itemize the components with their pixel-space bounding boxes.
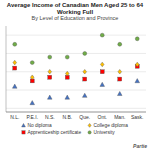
- point: [48, 75, 52, 79]
- chart: Average Income of Canadian Men Aged 25 t…: [0, 0, 150, 150]
- legend-marker: [22, 124, 26, 127]
- title-line: Average Income of Canadian Men Aged 25 t…: [7, 2, 144, 8]
- point: [12, 84, 17, 88]
- x-tick-label: Sask.: [131, 114, 144, 120]
- point: [13, 66, 17, 70]
- annotation: Partie: [133, 143, 147, 149]
- series: [13, 60, 139, 79]
- legend-marker: [88, 131, 91, 134]
- grid-line: [6, 90, 146, 91]
- point: [13, 42, 17, 46]
- point: [118, 42, 122, 46]
- subtitle-line: By Level of Education and Province: [32, 15, 119, 21]
- point: [48, 69, 52, 74]
- x-tick-label: N.L.: [10, 114, 19, 120]
- title: Average Income of Canadian Men Aged 25 t…: [7, 2, 144, 15]
- title-line: Working Full: [57, 9, 94, 15]
- legend-marker: [22, 131, 25, 134]
- point: [65, 55, 69, 59]
- x-tick-label: P.E.I.: [26, 114, 38, 120]
- y-axis-line: [6, 26, 7, 112]
- point: [83, 69, 87, 74]
- point: [30, 75, 34, 80]
- legend-label: Apprenticeship certificate: [28, 130, 82, 135]
- point: [48, 55, 52, 59]
- point: [65, 95, 70, 99]
- point: [47, 95, 52, 99]
- point: [100, 70, 104, 74]
- series: [13, 33, 139, 64]
- grid-line: [6, 53, 146, 54]
- point: [118, 69, 122, 74]
- point: [100, 82, 105, 86]
- point: [13, 60, 17, 65]
- grid-line: [6, 108, 146, 109]
- series: [12, 79, 139, 105]
- subtitle: By Level of Education and Province: [32, 15, 119, 21]
- point: [30, 101, 35, 105]
- point: [118, 77, 122, 81]
- legend-label: No diploma: [28, 123, 53, 128]
- x-tick-label: N.B.: [62, 114, 72, 120]
- x-tick-label: N.S.: [45, 114, 55, 120]
- legend-label: University: [94, 130, 116, 135]
- point: [100, 62, 104, 67]
- point: [83, 77, 87, 81]
- legend-label: College diploma: [94, 123, 129, 128]
- point: [65, 71, 69, 76]
- point: [135, 62, 139, 67]
- point: [135, 79, 140, 83]
- point: [117, 91, 122, 95]
- grid-line: [6, 71, 146, 72]
- point: [135, 37, 139, 41]
- legend: No diploma Apprenticeship certificate Coll…: [22, 123, 129, 135]
- grid: [6, 35, 146, 108]
- x-tick-label: Ont.: [98, 114, 107, 120]
- series: [13, 64, 139, 83]
- grid-line: [6, 35, 146, 36]
- point: [83, 51, 87, 55]
- point: [100, 33, 104, 37]
- x-tick-labels: N.L. P.E.I. N.S. N.B. Que. Ont. Man. Sask.: [10, 114, 143, 120]
- legend-marker: [88, 124, 91, 128]
- data-points: [12, 33, 139, 104]
- x-tick-label: Man.: [114, 114, 125, 120]
- x-tick-label: Que.: [79, 114, 90, 120]
- x-axis-line: [6, 112, 146, 113]
- point: [82, 93, 87, 97]
- point: [30, 61, 34, 65]
